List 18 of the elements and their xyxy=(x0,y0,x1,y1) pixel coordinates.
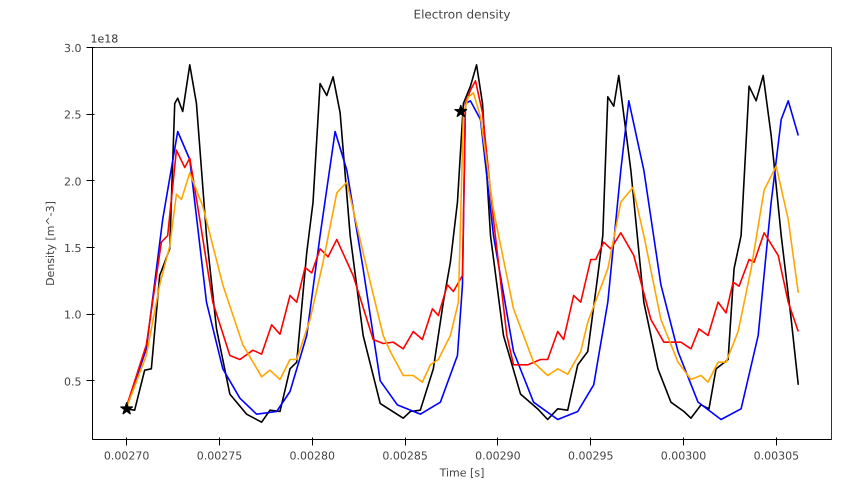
y-tick-label: 2.0 xyxy=(64,175,82,188)
x-tick-label: 0.00280 xyxy=(290,450,336,462)
y-tick-label: 2.5 xyxy=(64,108,82,122)
x-axis-title: Time [s] xyxy=(438,466,484,480)
x-tick-label: 0.00290 xyxy=(475,450,521,462)
x-tick-label: 0.00275 xyxy=(196,450,242,462)
y-tick-label: 1.5 xyxy=(64,242,82,255)
x-tick-label: 0.00285 xyxy=(382,450,428,462)
x-tick-label: 0.00305 xyxy=(754,450,800,462)
y-tick-label: 3.0 xyxy=(64,42,82,55)
x-tick-label: 0.00300 xyxy=(660,450,706,462)
y-axis-title: Density [m^-3] xyxy=(44,201,58,286)
chart-title: Electron density xyxy=(413,8,511,22)
y-tick-label: 1.0 xyxy=(64,308,82,322)
x-tick-label: 0.00295 xyxy=(568,450,614,462)
y-tick-label: 0.5 xyxy=(64,375,82,388)
x-tick-label: 0.00270 xyxy=(104,450,150,462)
text: 1e18 xyxy=(90,32,118,46)
